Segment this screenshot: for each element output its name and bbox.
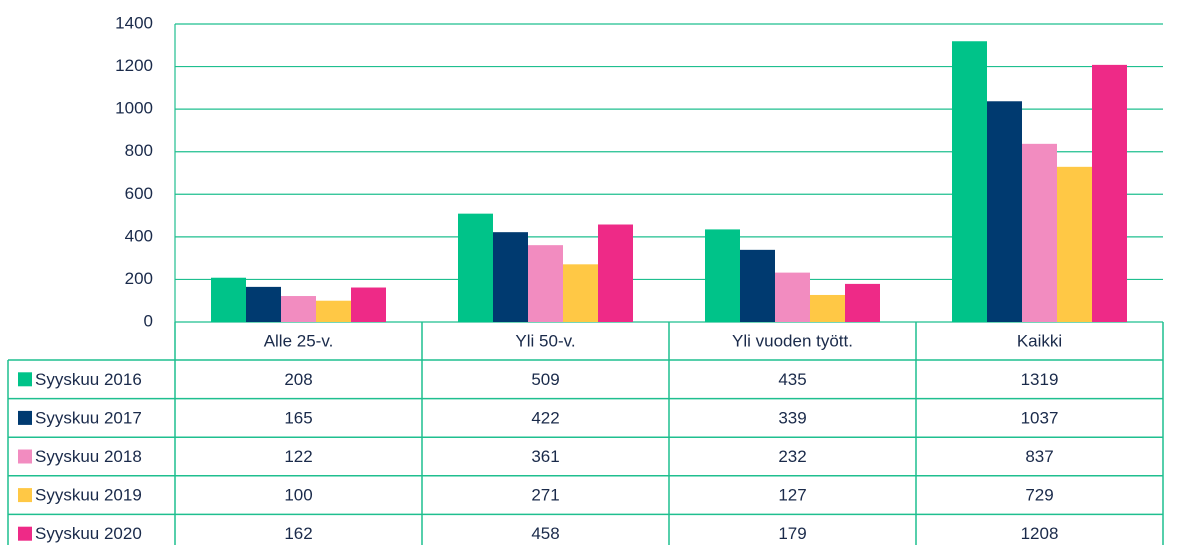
bar — [351, 287, 386, 322]
y-tick-label: 1400 — [115, 13, 153, 32]
bar — [211, 277, 246, 322]
table-value: 729 — [1025, 486, 1053, 505]
bar — [810, 294, 845, 322]
table-value: 162 — [284, 524, 312, 543]
bar — [740, 249, 775, 322]
table-value: 165 — [284, 408, 312, 427]
table-value: 122 — [284, 447, 312, 466]
legend-label: Syyskuu 2018 — [35, 447, 142, 466]
legend-key — [18, 488, 32, 503]
y-tick-label: 400 — [125, 226, 153, 245]
table-value: 179 — [778, 524, 806, 543]
table-value: 1037 — [1021, 408, 1059, 427]
bar — [458, 213, 493, 322]
bar — [493, 232, 528, 322]
legend-key — [18, 526, 32, 541]
x-tick-label: Yli vuoden tyött. — [732, 331, 853, 350]
legend-label: Syyskuu 2020 — [35, 524, 142, 543]
bar — [845, 283, 880, 322]
table-value: 458 — [531, 524, 559, 543]
x-tick-label: Yli 50-v. — [515, 331, 575, 350]
table-value: 509 — [531, 370, 559, 389]
bar — [952, 41, 987, 323]
table-value: 271 — [531, 486, 559, 505]
bar — [563, 264, 598, 322]
y-tick-label: 1000 — [115, 99, 153, 118]
y-tick-label: 0 — [144, 311, 153, 330]
legend-label: Syyskuu 2019 — [35, 486, 142, 505]
legend-label: Syyskuu 2017 — [35, 408, 142, 427]
table-value: 422 — [531, 408, 559, 427]
y-tick-label: 1200 — [115, 56, 153, 75]
x-tick-label: Kaikki — [1017, 331, 1062, 350]
table-value: 435 — [778, 370, 806, 389]
table-value: 1319 — [1021, 370, 1059, 389]
table-value: 127 — [778, 486, 806, 505]
x-tick-label: Alle 25-v. — [264, 331, 334, 350]
bar — [281, 296, 316, 322]
legend-key — [18, 449, 32, 464]
bar — [987, 101, 1022, 322]
table-value: 361 — [531, 447, 559, 466]
bar — [705, 229, 740, 322]
table-value: 100 — [284, 486, 312, 505]
y-tick-label: 800 — [125, 141, 153, 160]
y-tick-label: 600 — [125, 184, 153, 203]
bar — [246, 286, 281, 322]
bar — [1092, 64, 1127, 323]
legend-key — [18, 410, 32, 425]
bar — [598, 224, 633, 322]
table-value: 232 — [778, 447, 806, 466]
bar — [1057, 166, 1092, 322]
bar — [1022, 143, 1057, 322]
legend-key — [18, 372, 32, 387]
bar — [316, 300, 351, 322]
table-value: 208 — [284, 370, 312, 389]
table-value: 1208 — [1021, 524, 1059, 543]
bar — [775, 272, 810, 322]
legend-label: Syyskuu 2016 — [35, 370, 142, 389]
table-value: 837 — [1025, 447, 1053, 466]
table-value: 339 — [778, 408, 806, 427]
y-tick-label: 200 — [125, 269, 153, 288]
bar — [528, 245, 563, 322]
